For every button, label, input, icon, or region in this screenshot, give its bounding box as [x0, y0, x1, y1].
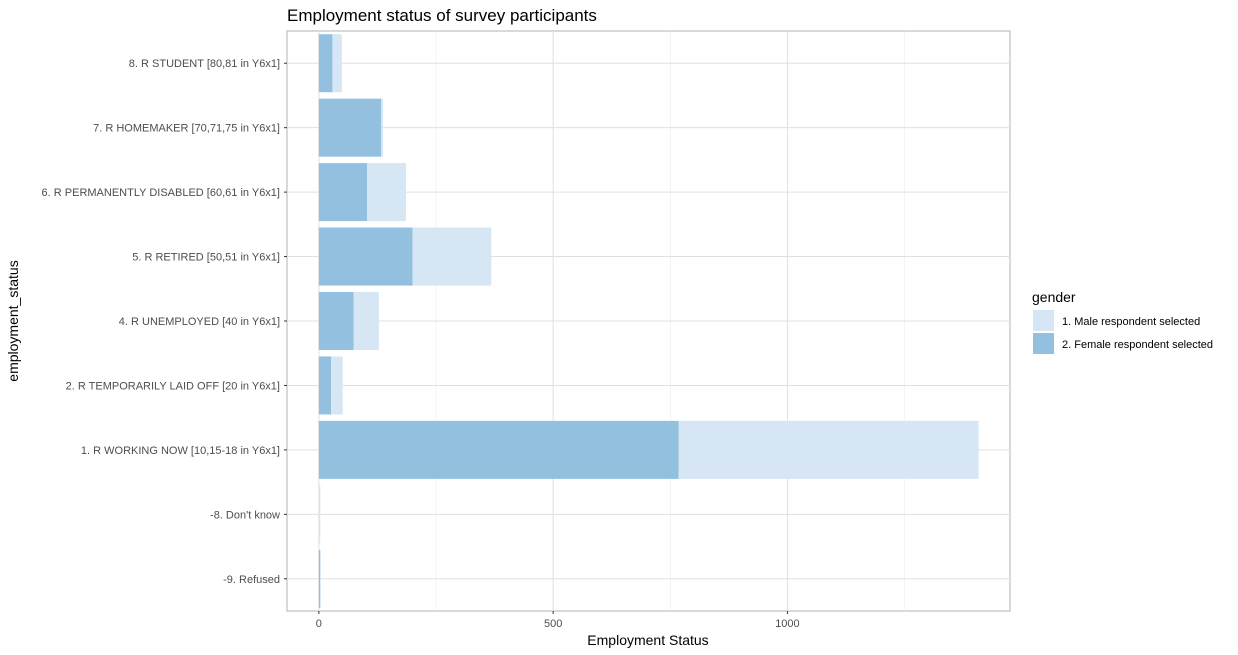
y-tick-labels: 8. R STUDENT [80,81 in Y6x1] 7. R HOMEMAK…: [42, 58, 287, 586]
bar-female-0: [318, 34, 333, 93]
bar-female-6: [318, 420, 679, 479]
bar-female-1: [318, 98, 382, 157]
x-tick-label: 500: [544, 618, 562, 630]
x-tick-labels: 0 500 1000: [316, 611, 800, 630]
y-axis-title: employment_status: [5, 260, 21, 381]
legend: gender 1. Male respondent selected 2. Fem…: [1032, 289, 1213, 354]
y-tick-label: 5. R RETIRED [50,51 in Y6x1]: [132, 252, 280, 264]
x-tick-label: 0: [316, 618, 322, 630]
x-axis-title: Employment Status: [587, 632, 708, 648]
chart-title: Employment status of survey participants: [287, 6, 597, 25]
y-tick-label: 6. R PERMANENTLY DISABLED [60,61 in Y6x1…: [42, 187, 280, 199]
bar-female-3: [318, 227, 413, 286]
bar-male-3: [412, 227, 492, 286]
y-tick-label: 2. R TEMPORARILY LAID OFF [20 in Y6x1]: [66, 380, 280, 392]
bar-male-7: [318, 485, 321, 544]
bar-female-5: [318, 356, 332, 415]
bar-male-2: [367, 163, 407, 222]
bars: [318, 34, 979, 608]
y-tick-label: -8. Don't know: [210, 509, 280, 521]
y-tick-label: 1. R WORKING NOW [10,15-18 in Y6x1]: [81, 445, 280, 457]
y-tick-label: 7. R HOMEMAKER [70,71,75 in Y6x1]: [93, 123, 280, 135]
legend-label: 2. Female respondent selected: [1062, 339, 1213, 351]
legend-swatch: [1033, 310, 1054, 331]
legend-swatch: [1033, 333, 1054, 354]
bar-female-8: [318, 549, 321, 608]
bar-male-4: [353, 292, 379, 350]
bar-male-5: [331, 356, 343, 415]
bar-male-1: [381, 98, 384, 157]
y-tick-label: 4. R UNEMPLOYED [40 in Y6x1]: [119, 316, 280, 328]
y-tick-label: -9. Refused: [223, 574, 280, 586]
bar-female-2: [318, 163, 368, 222]
bar-male-6: [678, 420, 979, 479]
x-tick-label: 1000: [775, 618, 799, 630]
legend-label: 1. Male respondent selected: [1062, 316, 1200, 328]
bar-female-4: [318, 292, 354, 350]
bar-male-0: [332, 34, 342, 93]
legend-title: gender: [1032, 289, 1076, 305]
y-tick-label: 8. R STUDENT [80,81 in Y6x1]: [129, 58, 280, 70]
